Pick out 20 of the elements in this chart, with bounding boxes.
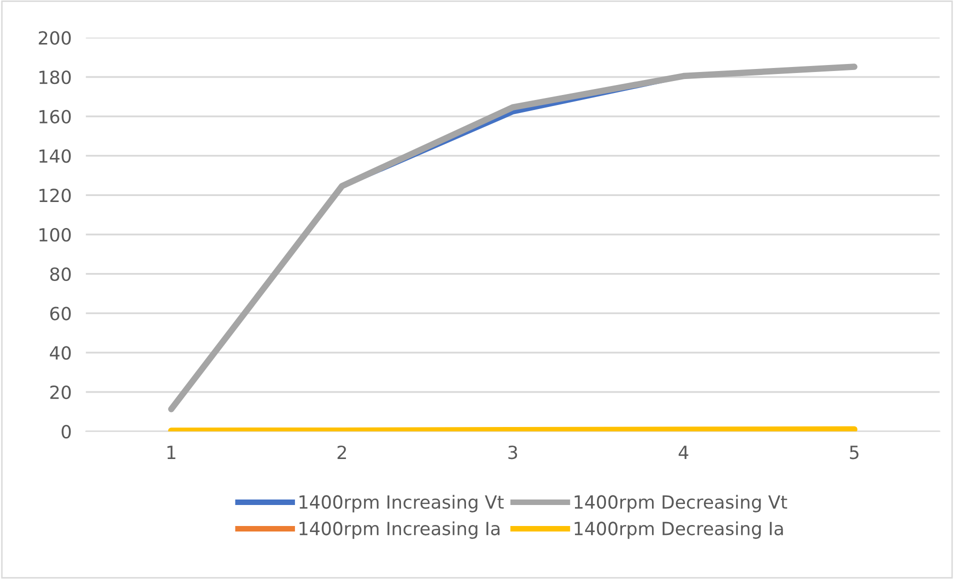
x-tick-label: 2 — [338, 446, 346, 459]
legend-label: 1400rpm Decreasing Ia — [574, 521, 783, 539]
y-tick-label: 80 — [50, 267, 71, 281]
y-tick-label: 20 — [50, 385, 71, 400]
y-tick-label: 100 — [39, 228, 71, 242]
y-tick-label: 140 — [39, 149, 71, 163]
legend-label: 1400rpm Increasing Vt — [300, 494, 504, 512]
legend-label: 1400rpm Decreasing Vt — [574, 494, 788, 512]
x-tick-label: 5 — [850, 446, 858, 460]
y-tick-label: 200 — [38, 31, 71, 45]
y-tick-label: 0 — [62, 424, 71, 438]
x-tick-label: 4 — [678, 446, 688, 459]
x-tick-label: 3 — [508, 446, 518, 460]
x-tick-label: 1 — [167, 446, 176, 459]
y-tick-label: 180 — [39, 70, 71, 84]
legend-label: 1400rpm Increasing Ia — [300, 521, 500, 539]
y-tick-label: 60 — [50, 306, 71, 320]
y-tick-label: 40 — [50, 346, 71, 360]
y-tick-label: 120 — [39, 188, 71, 202]
y-tick-label: 160 — [39, 110, 71, 124]
